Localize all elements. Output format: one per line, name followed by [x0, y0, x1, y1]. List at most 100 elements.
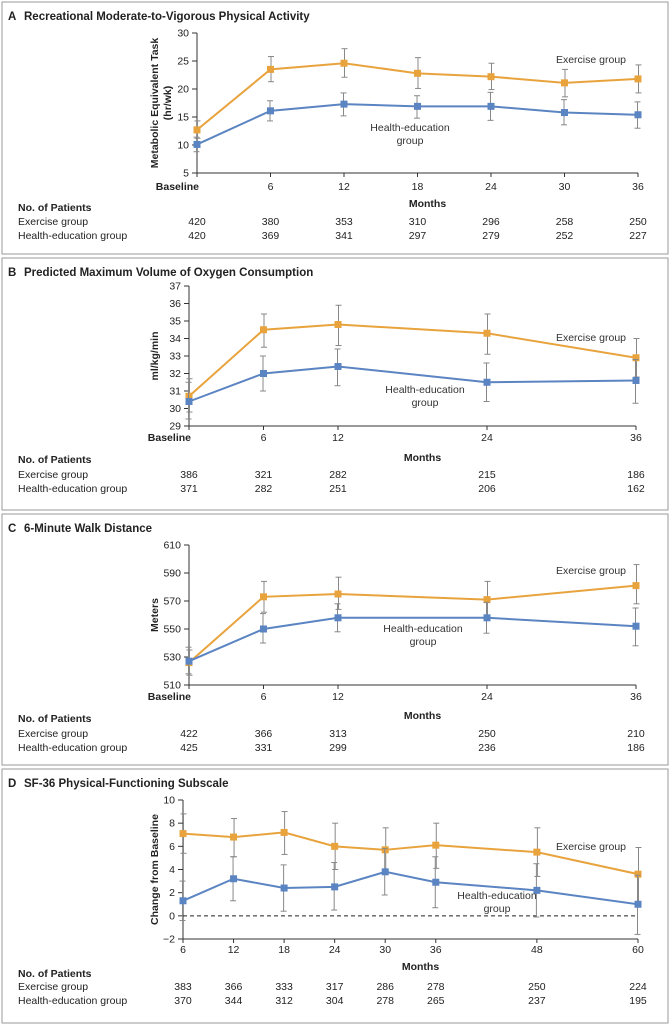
- y-tick-label: 10: [163, 795, 175, 807]
- patients-count-health: 236: [478, 742, 496, 754]
- patients-count-health: 278: [376, 995, 394, 1007]
- patients-count-health: 162: [627, 483, 645, 495]
- data-point: [632, 354, 640, 362]
- patients-count-health: 344: [225, 995, 243, 1007]
- y-axis-title: ml/kg/min: [149, 331, 161, 380]
- patients-count-health: 425: [180, 742, 198, 754]
- patients-count-exercise: 250: [528, 981, 546, 993]
- x-tick-label: 6: [261, 691, 267, 703]
- data-point: [260, 625, 267, 633]
- patients-row-label-exercise: Exercise group: [18, 981, 88, 993]
- data-point: [487, 73, 495, 81]
- patients-row-label-health: Health-education group: [18, 742, 127, 754]
- data-point: [414, 69, 421, 77]
- patients-count-exercise: 422: [180, 728, 198, 740]
- y-tick-label: 530: [163, 652, 181, 664]
- patients-count-exercise: 420: [188, 216, 206, 228]
- patients-count-health: 252: [556, 230, 574, 242]
- y-tick-label: 34: [169, 333, 181, 345]
- panel-title: SF-36 Physical-Functioning Subscale: [24, 778, 229, 790]
- patients-count-exercise: 313: [329, 728, 347, 740]
- patients-count-exercise: 366: [225, 981, 243, 993]
- x-tick-label: 12: [228, 944, 240, 956]
- y-tick-label: −2: [163, 934, 175, 946]
- panel-letter: B: [8, 267, 16, 279]
- panel-d: D SF-36 Physical-Functioning Subscale −2 0 2…: [1, 768, 669, 1024]
- panel-border: [1, 257, 669, 511]
- x-tick-label: 60: [632, 944, 644, 956]
- y-tick-label: 15: [177, 112, 189, 124]
- patients-count-exercise: 321: [255, 469, 273, 481]
- y-tick-label: 510: [163, 680, 181, 692]
- data-point: [193, 126, 201, 134]
- patients-heading: No. of Patients: [18, 713, 92, 725]
- patients-count-exercise: 282: [329, 469, 347, 481]
- patients-count-health: 341: [335, 230, 353, 242]
- patients-count-health: 265: [427, 995, 445, 1007]
- patients-count-health: 251: [329, 483, 347, 495]
- x-tick-label: 36: [430, 944, 442, 956]
- series-label: Health-education group: [370, 122, 450, 147]
- y-tick-label: 35: [169, 316, 181, 328]
- y-axis-title: Metabolic Equivalent Task(hr/wk): [149, 38, 174, 169]
- patients-count-exercise: 310: [409, 216, 427, 228]
- panel-border: [1, 768, 669, 1024]
- patients-count-exercise: 386: [180, 469, 198, 481]
- data-point: [267, 65, 274, 73]
- series-label: Health-education group: [385, 384, 465, 409]
- series-line: [182, 870, 639, 906]
- data-point: [260, 370, 267, 377]
- patients-row-label-health: Health-education group: [18, 483, 127, 495]
- data-point: [483, 329, 491, 337]
- data-point: [260, 593, 267, 601]
- patients-count-exercise: 383: [174, 981, 192, 993]
- data-point: [432, 841, 440, 849]
- x-tick-label: 18: [278, 944, 290, 956]
- data-point: [561, 79, 568, 87]
- x-tick-label: 24: [481, 691, 493, 703]
- patients-heading: No. of Patients: [18, 968, 92, 980]
- panel-b: B Predicted Maximum Volume of Oxygen Cons…: [1, 257, 669, 511]
- x-tick-label: 12: [332, 691, 344, 703]
- data-point: [179, 830, 187, 838]
- y-tick-label: 37: [169, 281, 181, 293]
- data-point: [483, 378, 491, 386]
- x-tick-label: 6: [261, 432, 267, 444]
- data-point: [533, 848, 541, 856]
- y-tick-label: 8: [169, 818, 175, 830]
- data-point: [280, 884, 288, 892]
- patients-row-label-health: Health-education group: [18, 230, 127, 242]
- data-point: [487, 102, 495, 110]
- patients-count-health: 195: [629, 995, 647, 1007]
- panel-letter: D: [8, 778, 16, 790]
- data-point: [179, 897, 187, 905]
- patients-count-exercise: 224: [629, 981, 647, 993]
- x-tick-label: 36: [630, 691, 642, 703]
- data-point: [331, 883, 339, 891]
- data-point: [334, 321, 342, 328]
- exercise-series: [185, 564, 640, 676]
- patients-count-exercise: 317: [326, 981, 344, 993]
- y-tick-label: 6: [169, 841, 175, 853]
- data-point: [634, 870, 642, 878]
- panel-c: C 6-Minute Walk Distance51053055057059061…: [1, 513, 669, 766]
- data-point: [193, 140, 201, 148]
- panel-letter: C: [8, 523, 16, 535]
- x-tick-label: 12: [338, 181, 350, 193]
- panel-title: Recreational Moderate-to-Vigorous Physic…: [24, 11, 310, 23]
- patients-count-exercise: 278: [427, 981, 445, 993]
- panel-letter: A: [8, 11, 16, 23]
- data-point: [334, 363, 342, 370]
- y-tick-label: 10: [177, 140, 189, 152]
- data-point: [632, 622, 640, 630]
- patients-count-health: 370: [174, 995, 192, 1007]
- panel-title: Predicted Maximum Volume of Oxygen Consu…: [24, 267, 313, 279]
- patients-count-exercise: 366: [255, 728, 273, 740]
- data-point: [483, 614, 491, 622]
- health-education-series: [185, 348, 640, 420]
- x-tick-label: 30: [559, 181, 571, 193]
- y-tick-label: 32: [169, 368, 181, 380]
- data-point: [483, 596, 491, 604]
- x-tick-label: Baseline: [148, 432, 191, 444]
- patients-row-label-exercise: Exercise group: [18, 469, 88, 481]
